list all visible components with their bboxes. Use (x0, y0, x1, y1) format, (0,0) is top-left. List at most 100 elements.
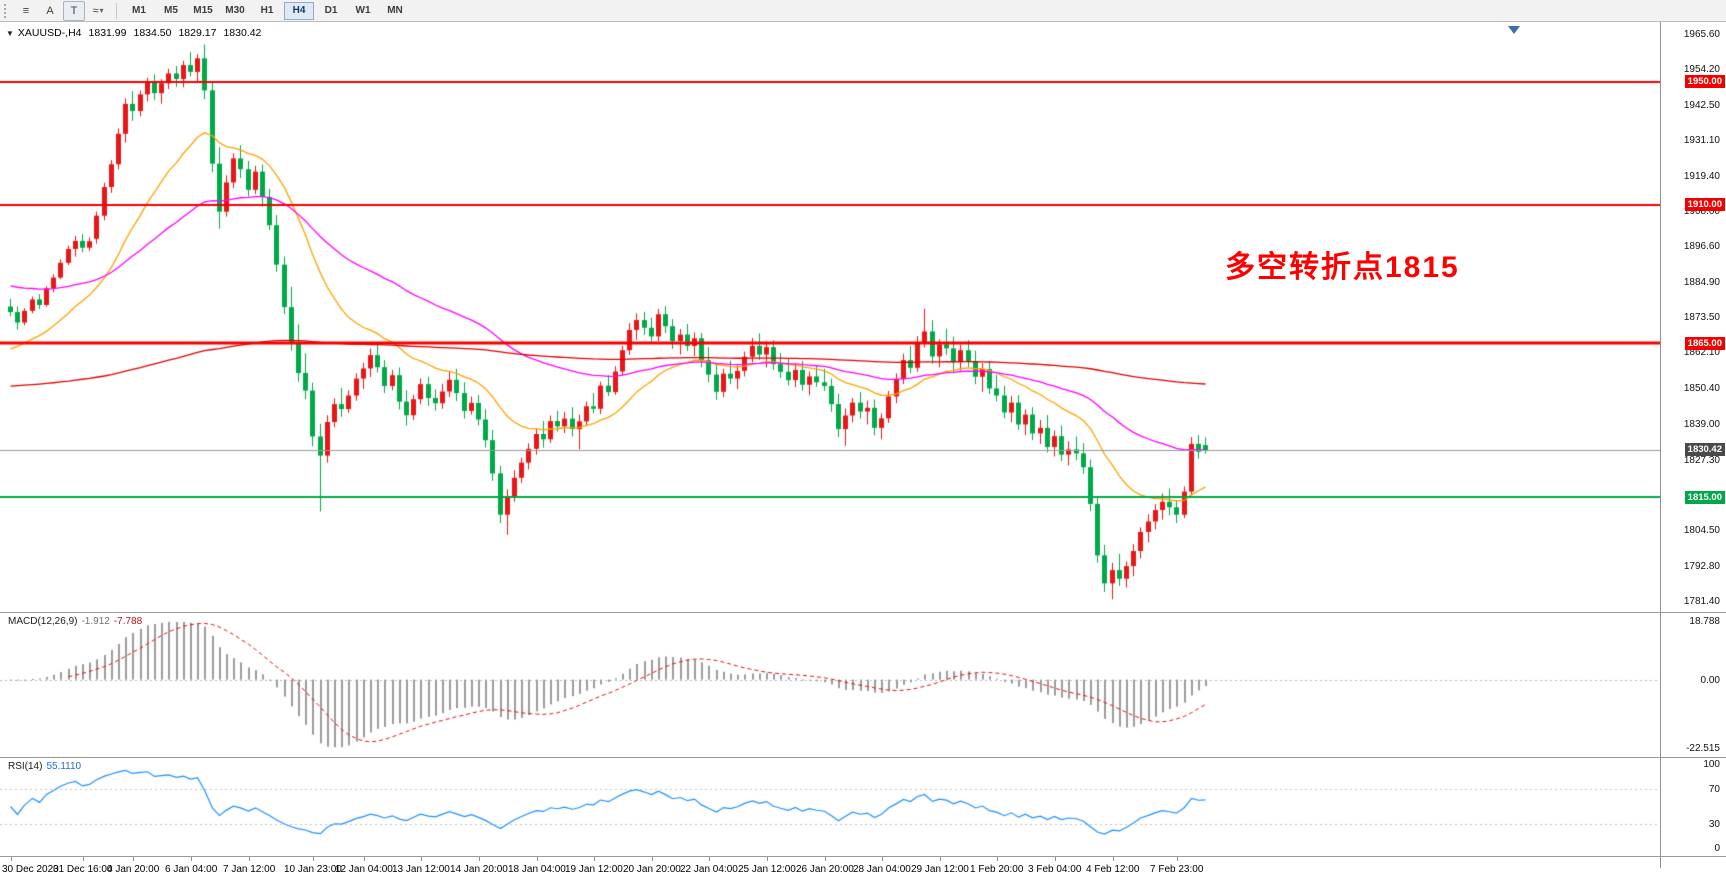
rsi-axis-label: 70 (1708, 783, 1720, 795)
time-tick (709, 857, 710, 861)
time-tick (364, 857, 365, 861)
price-tag: 1815.00 (1684, 491, 1725, 504)
time-axis-label: 4 Jan 20:00 (107, 864, 160, 875)
time-axis-label: 12 Jan 04:00 (335, 864, 393, 875)
price-axis-label: 1781.40 (1683, 595, 1720, 607)
cursor-tool-icon[interactable]: A (46, 4, 54, 17)
price-axis-label: 1873.50 (1683, 312, 1720, 324)
time-axis-label: 6 Jan 04:00 (165, 864, 218, 875)
macd-signal-value: -7.788 (113, 616, 143, 627)
time-tick (479, 857, 480, 861)
panel-separator-macd[interactable] (0, 612, 1726, 613)
tool-group: ≡ A T ≈ ▾ (14, 0, 110, 21)
price-axis-label: 1954.20 (1683, 63, 1720, 75)
time-axis-label: 1 Feb 20:00 (970, 864, 1024, 875)
timeframe-button-m30[interactable]: M30 (225, 5, 245, 16)
time-axis-label: 4 Feb 12:00 (1086, 864, 1140, 875)
time-tick (997, 857, 998, 861)
time-tick (594, 857, 595, 861)
price-axis-border (1660, 22, 1661, 868)
line-studies-icon[interactable]: ≈ ▾ (92, 4, 104, 17)
time-axis-label: 14 Jan 20:00 (450, 864, 508, 875)
macd-label: MACD(12,26,9) -1.912 -7.788 (8, 616, 146, 627)
low-value: 1829.17 (178, 27, 217, 39)
high-value: 1834.50 (133, 27, 172, 39)
time-tick (249, 857, 250, 861)
rsi-axis-label: 30 (1708, 819, 1720, 831)
rsi-label: RSI(14) 55.1110 (8, 761, 85, 772)
time-axis-label: 20 Jan 20:00 (623, 864, 681, 875)
time-tick (940, 857, 941, 861)
price-tag: 1865.00 (1684, 337, 1725, 350)
price-axis-label: 1896.60 (1683, 241, 1720, 253)
price-axis-label: 1908.00 (1683, 206, 1720, 218)
time-tick (1113, 857, 1114, 861)
time-tick (1177, 857, 1178, 861)
time-tick (191, 857, 192, 861)
timeframe-button-m1[interactable]: M1 (132, 5, 146, 16)
time-axis-label: 7 Jan 12:00 (223, 864, 276, 875)
timeframe-button-h1[interactable]: H1 (260, 5, 274, 16)
price-axis-label: 1804.50 (1683, 524, 1720, 536)
symbol-dropdown-icon[interactable]: ▼ (6, 29, 14, 38)
macd-name: MACD(12,26,9) (8, 616, 78, 627)
timeframe-button-h4[interactable]: H4 (284, 1, 314, 20)
time-axis-label: 19 Jan 12:00 (565, 864, 623, 875)
time-axis-label: 28 Jan 04:00 (853, 864, 911, 875)
dropdown-caret-icon: ▾ (99, 6, 104, 15)
text-tool-icon[interactable]: T (63, 0, 85, 21)
rsi-name: RSI(14) (8, 761, 43, 772)
time-axis-label: 18 Jan 04:00 (508, 864, 566, 875)
open-value: 1831.99 (88, 27, 127, 39)
timeframe-button-d1[interactable]: D1 (324, 5, 338, 16)
time-axis-label: 3 Feb 04:00 (1028, 864, 1082, 875)
time-tick (133, 857, 134, 861)
chart-annotation: 多空转折点1815 (1225, 251, 1460, 284)
close-value: 1830.42 (223, 27, 262, 39)
time-tick (825, 857, 826, 861)
time-axis-label: 30 Dec 2020 (2, 864, 59, 875)
time-tick (652, 857, 653, 861)
chart-shift-marker[interactable] (1508, 26, 1520, 34)
macd-main-value: -1.912 (81, 616, 110, 627)
price-axis-label: 1862.10 (1683, 347, 1720, 359)
price-axis-label: 1919.40 (1683, 170, 1720, 182)
price-tag: 1950.00 (1684, 75, 1725, 88)
time-tick (313, 857, 314, 861)
price-axis-label: 1942.50 (1683, 99, 1720, 111)
time-axis-label: 7 Feb 23:00 (1150, 864, 1204, 875)
time-tick (11, 857, 12, 861)
time-tick (537, 857, 538, 861)
macd-axis-label: 0.00 (1700, 674, 1720, 686)
macd-axis-label: -22.515 (1686, 743, 1720, 754)
time-tick (882, 857, 883, 861)
timeframe-button-mn[interactable]: MN (387, 5, 403, 16)
time-axis-label: 10 Jan 23:00 (284, 864, 342, 875)
timeframe-button-m5[interactable]: M5 (164, 5, 178, 16)
price-axis-label: 1850.40 (1683, 383, 1720, 395)
rsi-indicator-canvas[interactable] (0, 758, 1660, 855)
timeframe-button-w1[interactable]: W1 (355, 5, 371, 16)
price-axis-label: 1884.90 (1683, 277, 1720, 289)
macd-indicator-canvas[interactable] (0, 613, 1660, 756)
price-axis-label: 1931.10 (1683, 134, 1720, 146)
panel-separator-rsi[interactable] (0, 757, 1726, 758)
price-tag: 1910.00 (1684, 198, 1725, 211)
time-axis-label: 25 Jan 12:00 (738, 864, 796, 875)
price-chart-canvas[interactable] (0, 22, 1660, 612)
rsi-axis-label: 0 (1714, 843, 1720, 854)
time-axis-label: 22 Jan 04:00 (680, 864, 738, 875)
time-axis-label: 31 Dec 16:00 (53, 864, 113, 875)
price-axis-label: 1827.30 (1683, 454, 1720, 466)
rsi-axis-label: 100 (1703, 759, 1720, 770)
symbol-title: XAUUSD-,H4 (17, 27, 82, 39)
panel-separator-timeaxis (0, 856, 1726, 857)
timeframe-button-m15[interactable]: M15 (193, 5, 213, 16)
indicators-menu-icon[interactable]: ≡ (22, 4, 30, 17)
timeframe-toolbar: M1 M5 M15 M30 H1 H4 D1 W1 MN (123, 1, 411, 20)
price-axis-label: 1839.00 (1683, 418, 1720, 430)
toolbar-grip[interactable] (4, 3, 10, 18)
time-tick (421, 857, 422, 861)
price-axis-label: 1792.80 (1683, 560, 1720, 572)
